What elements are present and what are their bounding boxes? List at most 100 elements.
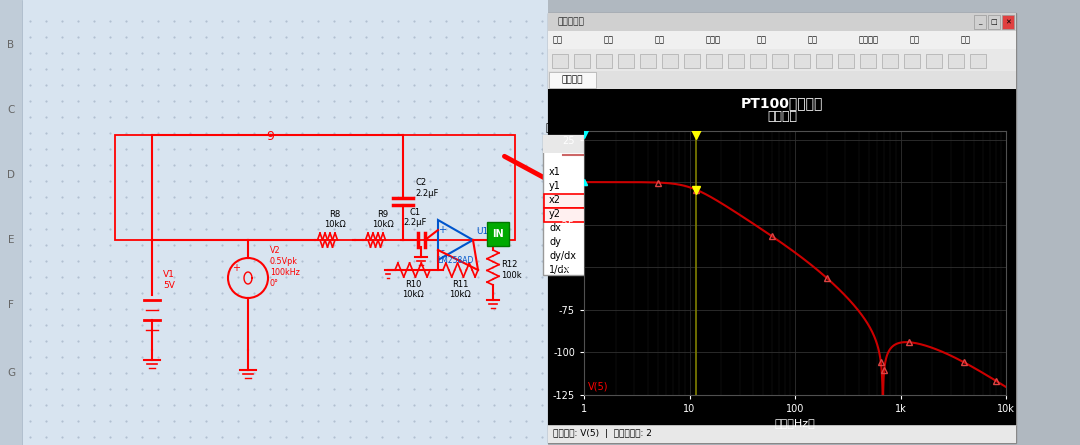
Text: 最小化视图: 最小化视图 [558, 17, 585, 27]
Text: R11
10kΩ: R11 10kΩ [449, 280, 471, 299]
Text: 94.9222m: 94.9222m [633, 265, 681, 275]
Bar [548, 31, 1016, 49]
Text: □: □ [990, 19, 997, 25]
Bar [0, 0, 548, 445]
Text: 交流分析: 交流分析 [562, 76, 583, 85]
Text: -: - [440, 245, 444, 255]
Text: 所选光迹: V(5)  |  远定的光标: 2: 所选光迹: V(5) | 远定的光标: 2 [553, 429, 652, 438]
Text: -6.0000: -6.0000 [645, 181, 681, 191]
Bar [548, 71, 1016, 89]
Text: 光标: 光标 [808, 36, 818, 44]
Bar [543, 135, 688, 275]
Text: dx: dx [549, 223, 561, 233]
Bar [926, 54, 942, 68]
Bar [0, 0, 22, 445]
Bar [672, 138, 686, 151]
Text: C2
2.2μF: C2 2.2μF [415, 178, 438, 198]
Text: 编辑: 编辑 [604, 36, 615, 44]
Bar [548, 425, 1016, 443]
Text: D: D [6, 170, 15, 180]
Text: -782.6647m: -782.6647m [623, 251, 681, 261]
Bar [544, 208, 687, 222]
Text: R10
10kΩ: R10 10kΩ [402, 280, 423, 299]
X-axis label: 频率（Hz）: 频率（Hz） [774, 418, 815, 428]
Text: G: G [6, 368, 15, 378]
Bar [860, 54, 876, 68]
Bar [882, 54, 897, 68]
Text: U1A: U1A [476, 227, 495, 236]
Bar [948, 54, 964, 68]
Bar [974, 15, 986, 29]
Text: R12
100k: R12 100k [501, 260, 522, 280]
Bar [596, 54, 612, 68]
Text: -8.2453: -8.2453 [645, 237, 681, 247]
Bar [728, 54, 744, 68]
Text: x2: x2 [549, 195, 561, 205]
Text: 光迹: 光迹 [757, 36, 767, 44]
Text: R8
10kΩ: R8 10kΩ [324, 210, 346, 229]
Text: y1: y1 [549, 181, 561, 191]
Bar [552, 54, 568, 68]
Text: F: F [8, 300, 14, 310]
Bar [772, 54, 788, 68]
Text: dy/dx: dy/dx [549, 251, 576, 261]
Text: E: E [8, 235, 14, 245]
Text: V(5): V(5) [604, 139, 627, 149]
Text: 5: 5 [499, 237, 507, 247]
Text: x: x [676, 139, 681, 149]
Text: 曲线图: 曲线图 [706, 36, 721, 44]
Text: 文件: 文件 [553, 36, 563, 44]
Bar [904, 54, 920, 68]
Text: C1
2.2μF: C1 2.2μF [403, 208, 427, 227]
Text: B: B [8, 40, 14, 50]
Bar [640, 54, 656, 68]
Text: LM258AD: LM258AD [436, 256, 473, 265]
Text: V(5): V(5) [589, 382, 609, 392]
Text: PT100仿真滤波: PT100仿真滤波 [741, 96, 823, 110]
Bar [544, 194, 687, 208]
Text: 11.5349: 11.5349 [643, 195, 681, 205]
Text: -3.5463: -3.5463 [645, 209, 681, 219]
Bar [988, 15, 1000, 29]
Bar [706, 54, 723, 68]
Bar [1002, 15, 1014, 29]
Text: C: C [8, 105, 15, 115]
Bar [548, 89, 1016, 425]
Text: R9
10kΩ: R9 10kΩ [373, 210, 394, 229]
Bar [548, 13, 1016, 31]
Text: 工具: 工具 [910, 36, 920, 44]
Text: 1/dx: 1/dx [549, 265, 570, 275]
Text: y2: y2 [549, 209, 561, 219]
Bar [662, 54, 678, 68]
Text: 帮助: 帮助 [961, 36, 971, 44]
Bar [838, 54, 854, 68]
Bar [114, 135, 515, 240]
Text: x1: x1 [549, 167, 561, 177]
Text: V1
5V: V1 5V [163, 270, 175, 291]
Text: _: _ [978, 19, 982, 25]
Bar [816, 54, 832, 68]
Text: +: + [232, 263, 240, 273]
Text: 符号说明: 符号说明 [859, 36, 879, 44]
Bar [548, 49, 1016, 71]
Text: +: + [438, 225, 446, 235]
Text: V2
0.5Vpk
100kHz
0°: V2 0.5Vpk 100kHz 0° [270, 246, 300, 288]
Bar [618, 54, 634, 68]
Bar [970, 54, 986, 68]
Text: 标: 标 [545, 123, 552, 133]
Text: 10.5349: 10.5349 [643, 223, 681, 233]
Bar [750, 54, 766, 68]
Text: ✕: ✕ [1005, 19, 1011, 25]
Bar [684, 54, 700, 68]
Bar [548, 13, 1016, 443]
Text: 9: 9 [266, 130, 274, 143]
Bar [794, 54, 810, 68]
FancyBboxPatch shape [487, 222, 509, 246]
Text: dy: dy [549, 237, 561, 247]
Bar [543, 135, 688, 153]
Text: 视图: 视图 [654, 36, 665, 44]
Text: 交流分析: 交流分析 [767, 109, 797, 122]
Text: IN: IN [492, 229, 503, 239]
FancyBboxPatch shape [549, 72, 596, 88]
Text: 1.0000: 1.0000 [648, 167, 681, 177]
